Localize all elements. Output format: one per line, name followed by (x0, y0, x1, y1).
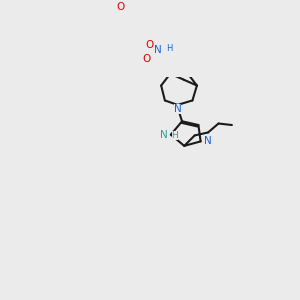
Text: N: N (174, 103, 182, 114)
Text: H: H (172, 131, 178, 140)
Text: O: O (145, 40, 153, 50)
Text: O: O (142, 54, 151, 64)
Text: N: N (154, 45, 162, 55)
Text: N: N (160, 130, 168, 140)
Text: H: H (167, 44, 173, 53)
Text: N: N (204, 136, 212, 146)
Text: O: O (116, 2, 124, 12)
